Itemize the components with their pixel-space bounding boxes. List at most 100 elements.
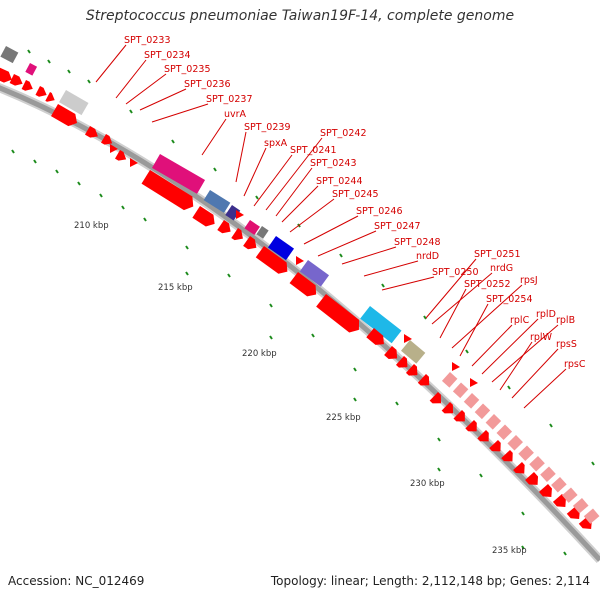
tick-mark (549, 423, 553, 428)
tick-mark (213, 167, 217, 172)
label-leader-line (363, 260, 419, 277)
tick-mark (563, 551, 567, 556)
cds-arrow (441, 402, 454, 414)
feature-ribosomal (583, 508, 600, 524)
gene-label: SPT_0235 (164, 64, 211, 75)
tick-mark (395, 401, 399, 406)
tick-mark (339, 253, 343, 258)
cds-arrow (255, 246, 288, 274)
gene-label: SPT_0246 (356, 206, 403, 217)
label-leader-line (381, 276, 435, 291)
cds-arrow (453, 410, 465, 422)
scale-label: 215 kbp (158, 283, 193, 293)
label-leader-line (317, 230, 377, 257)
tick-mark (143, 217, 147, 222)
scale-label: 220 kbp (242, 349, 277, 359)
feature-ribosomal (518, 445, 534, 462)
gene-label: rplB (556, 315, 575, 326)
feature-pink-large (152, 154, 206, 194)
cds-small (296, 256, 304, 265)
feature-ribosomal (529, 456, 545, 472)
label-leader-line (275, 167, 313, 217)
scale-label: 225 kbp (326, 413, 361, 423)
label-leader-line (439, 288, 467, 339)
gene-label: SPT_0250 (432, 267, 479, 278)
cds-arrow (501, 450, 513, 462)
tick-mark (77, 181, 81, 186)
label-leader-line (431, 272, 493, 325)
tick-mark (507, 385, 511, 390)
feature-small-gray (256, 226, 269, 239)
feature-small-magenta (244, 219, 260, 236)
gene-label: rpsS (556, 339, 577, 350)
cds-small (470, 378, 478, 387)
cds-arrow (231, 228, 243, 241)
cds-arrow (141, 170, 194, 211)
feature-ribosomal (485, 414, 502, 430)
cds-arrow (35, 86, 47, 97)
scale-label: 235 kbp (492, 546, 527, 556)
label-leader-line (235, 131, 247, 183)
gene-label: rplC (510, 315, 530, 326)
tick-mark (121, 205, 125, 210)
label-leader-line (95, 44, 127, 83)
tick-mark (521, 545, 525, 550)
genome-summary: Topology: linear; Length: 2,112,148 bp; … (270, 574, 590, 588)
cds-arrow (101, 134, 113, 145)
cds-arrow (384, 346, 398, 359)
cds-small (110, 144, 118, 153)
feature-ribosomal (540, 466, 556, 482)
cds-arrow (243, 236, 257, 250)
tick-mark (311, 333, 315, 338)
label-leader-line (281, 185, 319, 223)
label-lines (95, 44, 567, 409)
cds-small (404, 334, 412, 343)
cds-arrow (51, 104, 78, 127)
gene-label: SPT_0251 (474, 249, 521, 260)
label-leader-line (511, 348, 559, 399)
tick-mark (423, 315, 427, 320)
gene-label: nrdG (490, 263, 513, 274)
tick-mark (465, 349, 469, 354)
gene-label: rplD (536, 309, 556, 320)
feature-ribosomal (496, 424, 513, 441)
gene-label: SPT_0243 (310, 158, 357, 169)
cds-arrow (489, 440, 501, 452)
cds-small (236, 210, 244, 219)
gene-labels: SPT_0233 SPT_0234 SPT_0235 SPT_0236 SPT_0237… (124, 35, 586, 370)
gene-label: SPT_0247 (374, 221, 421, 232)
tick-mark (129, 109, 133, 114)
cds-arrow (217, 220, 231, 234)
gene-label: SPT_0254 (486, 294, 533, 305)
feature-ribosomal (474, 403, 491, 420)
label-leader-line (115, 59, 147, 99)
cds-small (452, 362, 460, 371)
label-leader-line (459, 303, 489, 357)
tick-mark (87, 79, 91, 84)
feature-lightgray (59, 90, 89, 116)
tick-mark (437, 467, 441, 472)
feature-ribosomal (441, 372, 458, 388)
cds-arrow (0, 66, 12, 83)
tick-mark (185, 271, 189, 276)
gene-label: SPT_0234 (144, 50, 191, 61)
gene-label: nrdD (416, 251, 439, 262)
accession-text: Accession: NC_012469 (8, 574, 145, 588)
gene-label: SPT_0244 (316, 176, 363, 187)
tick-mark (47, 59, 51, 64)
gene-label: rpsC (564, 359, 586, 370)
feature-steelblue (203, 190, 231, 213)
cds-arrow (9, 74, 23, 86)
cds-arrow (289, 272, 317, 297)
label-leader-line (139, 88, 187, 111)
tick-mark (33, 159, 37, 164)
gene-label: SPT_0236 (184, 79, 231, 90)
cds-arrow (45, 92, 55, 102)
cds-arrow (192, 206, 215, 227)
cds-arrow (552, 494, 566, 507)
cds-arrow (525, 472, 539, 485)
gene-label: rplW (530, 332, 553, 343)
label-leader-line (265, 137, 323, 211)
tick-mark (591, 461, 595, 466)
